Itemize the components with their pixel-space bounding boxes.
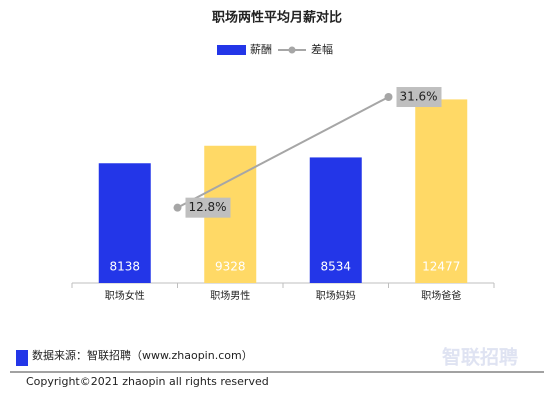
data-label: 31.6%: [399, 90, 437, 104]
legend-label: 薪酬: [250, 43, 272, 56]
watermark: 智联招聘: [442, 346, 518, 369]
data-label: 8534: [320, 260, 351, 274]
bar: [309, 157, 362, 283]
source-marker: [16, 350, 28, 366]
x-tick-label: 职场爸爸: [421, 289, 461, 302]
legend-swatch: [217, 45, 246, 55]
legend-label: 差幅: [311, 42, 333, 56]
data-label: 8138: [109, 260, 140, 274]
copyright: Copyright©2021 zhaopin all rights reserv…: [26, 375, 269, 388]
bar: [98, 163, 151, 283]
x-tick-label: 职场男性: [210, 289, 250, 302]
source: 数据来源：智联招聘（www.zhaopin.com）: [32, 348, 253, 362]
x-tick-label: 职场女性: [105, 289, 145, 302]
data-label: 9328: [215, 260, 246, 274]
line-point: [384, 93, 393, 102]
legend-swatch: [288, 46, 296, 54]
data-label-box: [396, 87, 442, 108]
x-tick-label: 职场妈妈: [316, 289, 356, 302]
line-point: [173, 203, 182, 212]
line: [177, 96, 389, 209]
data-label-box: [185, 197, 231, 218]
data-label: 12.8%: [188, 200, 226, 214]
data-label: 12477: [422, 260, 460, 274]
bar: [415, 99, 468, 284]
chart-title: 职场两性平均月薪对比: [212, 10, 342, 26]
